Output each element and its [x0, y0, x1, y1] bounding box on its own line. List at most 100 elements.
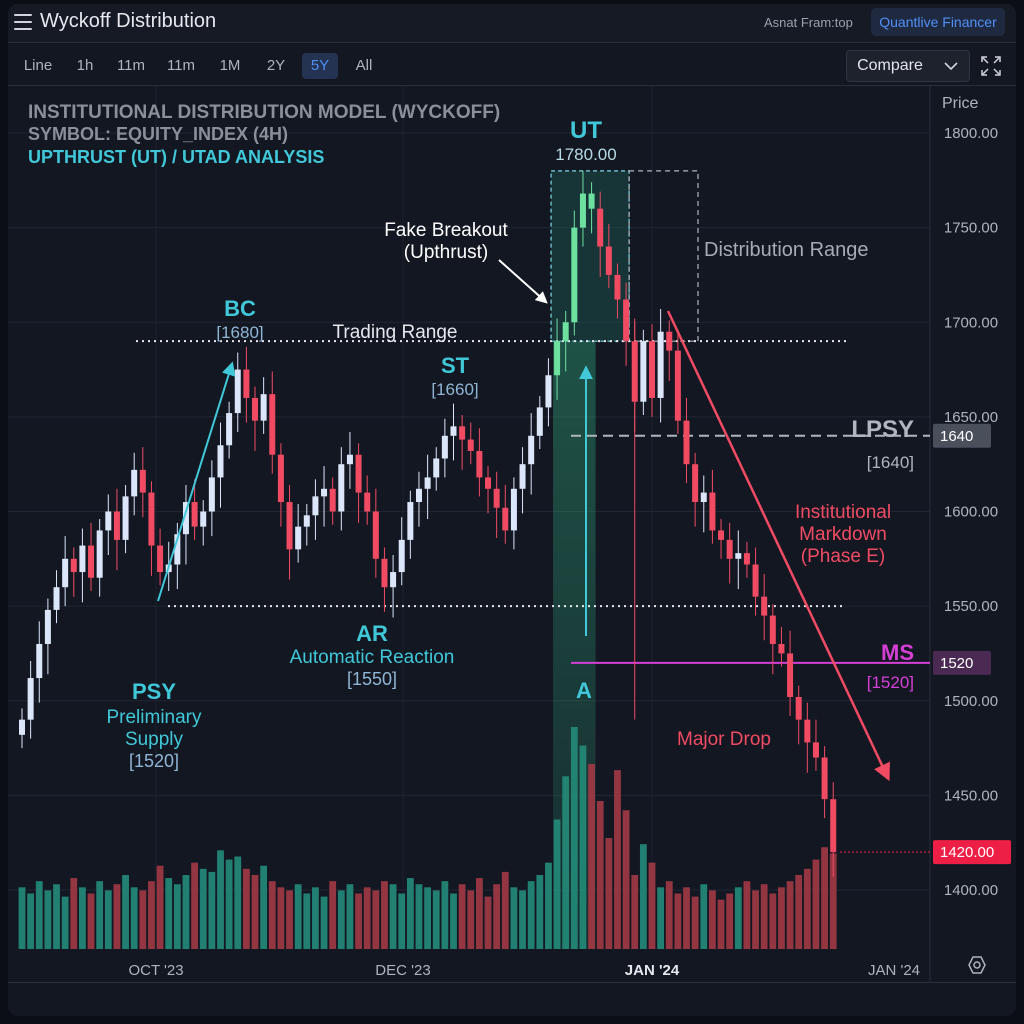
- candle-body: [62, 558, 69, 588]
- timeframe-11m-b[interactable]: 11m: [166, 57, 196, 74]
- volume-bar: [35, 881, 43, 949]
- title-bar: Wyckoff Distribution Asnat Fram:top Quan…: [8, 4, 1016, 43]
- volume-bar: [786, 881, 794, 949]
- candle: [683, 397, 690, 484]
- candle: [269, 371, 276, 474]
- timeframe-1h[interactable]: 1h: [76, 57, 94, 74]
- candle-body: [795, 696, 802, 720]
- candle-body: [588, 193, 595, 209]
- candle-body: [312, 496, 319, 516]
- bc-rally-arrow: [157, 361, 236, 602]
- fullscreen-icon[interactable]: [980, 55, 1002, 77]
- volume-bar: [389, 884, 397, 949]
- candle: [88, 522, 95, 591]
- markdown-line3: (Phase E): [801, 546, 885, 567]
- candle: [295, 503, 302, 563]
- ms-label: MS: [881, 640, 914, 665]
- candle: [787, 630, 794, 716]
- candle-body: [648, 341, 655, 398]
- lpsy-label: LPSY: [851, 416, 914, 443]
- volume-bar: [61, 896, 69, 949]
- volume-bar: [182, 875, 190, 949]
- candle-body: [346, 454, 353, 465]
- candle-body: [208, 477, 215, 512]
- volume-bar: [450, 893, 457, 949]
- last-price-tag: [933, 840, 1011, 865]
- st-label: ST: [441, 353, 470, 378]
- price-chart[interactable]: Price 1800.00 1750.00 1700.00 1650.00 1600.0…: [8, 4, 1016, 1016]
- candle-body: [79, 545, 86, 573]
- candle: [329, 477, 336, 525]
- volume-bar: [406, 878, 414, 949]
- candle: [700, 475, 707, 533]
- user-name[interactable]: Asnat Fram:top: [764, 15, 853, 30]
- volume-bar: [156, 865, 164, 949]
- timeframe-all[interactable]: All: [355, 57, 373, 74]
- candle-body: [148, 492, 155, 546]
- candle: [372, 488, 379, 578]
- candle-body: [44, 609, 51, 644]
- candle-body: [122, 496, 129, 540]
- volume-bar: [803, 868, 811, 949]
- candle: [769, 604, 776, 675]
- volume-bar: [130, 887, 138, 949]
- timeframe-11m-a[interactable]: 11m: [116, 57, 146, 74]
- hamburger-menu-icon[interactable]: [14, 14, 32, 30]
- compare-button[interactable]: Compare: [846, 50, 934, 82]
- candle-body: [415, 488, 422, 503]
- candle: [36, 621, 43, 703]
- candle: [19, 708, 25, 749]
- candle-body: [726, 539, 733, 559]
- volume-bar: [277, 887, 285, 949]
- candle-body: [821, 757, 828, 800]
- account-badge[interactable]: Quantlive Financer: [871, 8, 1005, 36]
- candle-body: [778, 643, 785, 654]
- candle: [536, 396, 543, 450]
- volume-bar: [553, 819, 561, 949]
- candle-body: [752, 564, 759, 597]
- compare-dropdown[interactable]: [933, 50, 970, 82]
- volume-bar: [467, 890, 475, 949]
- volume-bar: [303, 893, 311, 949]
- volume-bar: [294, 884, 302, 949]
- candle-body: [459, 426, 466, 440]
- candle-body: [407, 502, 414, 540]
- volume-bar: [683, 887, 690, 949]
- candle-body: [260, 394, 267, 421]
- settings-icon[interactable]: [968, 956, 986, 974]
- volume-bar: [96, 881, 104, 949]
- candle-body: [441, 435, 448, 459]
- candle: [459, 414, 466, 470]
- timeframe-1m[interactable]: 1M: [219, 57, 241, 74]
- timeframe-5y[interactable]: 5Y: [302, 53, 338, 79]
- price-tags: 1640 1520 1420.00: [933, 423, 1011, 865]
- candle-body: [631, 341, 638, 402]
- candle-body: [277, 454, 284, 503]
- candle: [588, 182, 595, 234]
- candle: [804, 702, 811, 773]
- volume-bar: [320, 896, 328, 949]
- lpsy-value: [1640]: [867, 453, 914, 472]
- candle: [631, 318, 638, 433]
- candle: [44, 598, 51, 675]
- candle: [519, 447, 526, 514]
- candle: [286, 485, 293, 580]
- candle-body: [528, 435, 535, 465]
- timeframe-line[interactable]: Line: [23, 57, 53, 74]
- timeframe-2y[interactable]: 2Y: [266, 57, 286, 74]
- candle-body: [476, 450, 483, 478]
- volume-bar: [579, 745, 587, 949]
- candle: [381, 547, 388, 612]
- candle: [390, 555, 397, 618]
- last-price-tag-text: 1420.00: [940, 844, 994, 861]
- chart-subtitle: SYMBOL: EQUITY_INDEX (4H): [28, 124, 288, 144]
- candle: [200, 500, 207, 546]
- ms-price-tag: [933, 650, 991, 675]
- candle-body: [605, 246, 612, 275]
- volume-bar: [148, 881, 155, 949]
- volume-bar: [381, 881, 388, 949]
- volume-bar: [139, 890, 147, 949]
- candle: [666, 320, 673, 381]
- candle-body: [200, 511, 207, 527]
- volume-bar: [510, 887, 518, 949]
